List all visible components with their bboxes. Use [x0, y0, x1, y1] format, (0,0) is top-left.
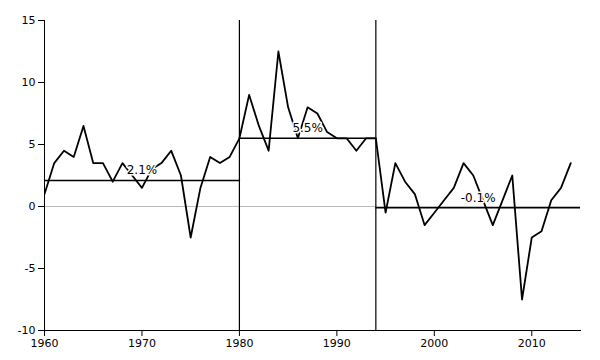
svg-text:-5: -5 — [25, 262, 36, 275]
svg-text:5: 5 — [29, 138, 36, 151]
svg-text:2010: 2010 — [518, 337, 546, 350]
svg-text:15: 15 — [22, 14, 36, 27]
svg-text:2000: 2000 — [420, 337, 448, 350]
svg-text:5.5%: 5.5% — [292, 121, 323, 135]
svg-text:-10: -10 — [18, 324, 36, 337]
svg-text:1980: 1980 — [225, 337, 253, 350]
svg-text:1960: 1960 — [31, 337, 59, 350]
svg-text:0: 0 — [29, 200, 36, 213]
svg-text:10: 10 — [22, 76, 36, 89]
svg-text:1990: 1990 — [323, 337, 351, 350]
svg-text:1970: 1970 — [128, 337, 156, 350]
svg-text:-0.1%: -0.1% — [461, 191, 496, 205]
svg-text:2.1%: 2.1% — [127, 163, 158, 177]
